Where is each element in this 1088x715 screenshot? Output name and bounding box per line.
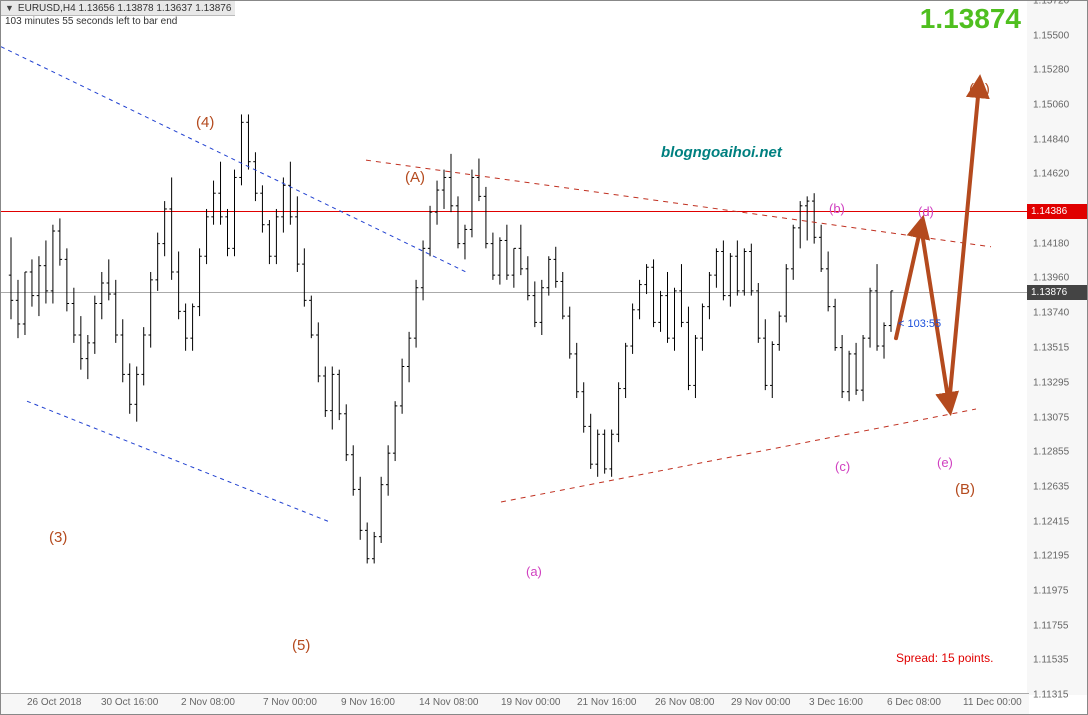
plot-area[interactable]: blogngoaihoi.net < 103:55 Spread: 15 poi… <box>1 1 1029 695</box>
y-tick-label: 1.11315 <box>1033 690 1068 701</box>
x-tick-label: 2 Nov 08:00 <box>181 697 235 708</box>
bar-countdown-text: 103 minutes 55 seconds left to bar end <box>5 16 177 27</box>
y-tick-label: 1.13740 <box>1033 307 1069 318</box>
wave-label: (e) <box>937 455 953 470</box>
chart-root: ▼ EURUSD,H4 1.13656 1.13878 1.13637 1.13… <box>0 0 1088 715</box>
y-axis: 1.15720 1.15500 1.15280 1.15060 1.14840 1.146… <box>1027 1 1087 695</box>
y-tick-label: 1.15060 <box>1033 99 1069 110</box>
x-tick-label: 29 Nov 00:00 <box>731 697 791 708</box>
wave-label: (B) <box>955 481 975 498</box>
y-tick-label: 1.13960 <box>1033 273 1069 284</box>
wave-label: (C) <box>969 81 990 98</box>
wave-label: (a) <box>526 564 542 579</box>
y-tick-label: 1.12855 <box>1033 447 1069 458</box>
wave-label: (c) <box>835 459 850 474</box>
y-tick-label: 1.13295 <box>1033 378 1069 389</box>
x-tick-label: 6 Dec 08:00 <box>887 697 941 708</box>
x-tick-label: 30 Oct 16:00 <box>101 697 158 708</box>
price-tag: 1.13876 <box>1027 285 1087 300</box>
x-tick-label: 7 Nov 00:00 <box>263 697 317 708</box>
y-tick-label: 1.13075 <box>1033 412 1069 423</box>
big-current-price: 1.13874 <box>920 3 1021 35</box>
symbol-ohlc-text: EURUSD,H4 1.13656 1.13878 1.13637 1.1387… <box>18 3 232 14</box>
x-tick-label: 14 Nov 08:00 <box>419 697 479 708</box>
y-tick-label: 1.13515 <box>1033 343 1069 354</box>
x-tick-label: 21 Nov 16:00 <box>577 697 637 708</box>
symbol-header: ▼ EURUSD,H4 1.13656 1.13878 1.13637 1.13… <box>1 1 235 16</box>
x-tick-label: 19 Nov 00:00 <box>501 697 561 708</box>
y-tick-label: 1.15500 <box>1033 30 1069 41</box>
wave-label: (b) <box>829 201 845 216</box>
x-tick-label: 9 Nov 16:00 <box>341 697 395 708</box>
y-tick-label: 1.12635 <box>1033 482 1069 493</box>
inline-countdown: < 103:55 <box>898 318 941 330</box>
ohlc-bars-layer <box>1 1 1029 695</box>
x-tick-label: 3 Dec 16:00 <box>809 697 863 708</box>
wave-label: (4) <box>196 114 214 131</box>
y-tick-label: 1.12195 <box>1033 551 1069 562</box>
x-tick-label: 11 Dec 00:00 <box>963 697 1022 708</box>
y-tick-label: 1.14180 <box>1033 238 1069 249</box>
y-tick-label: 1.11535 <box>1033 655 1068 666</box>
x-tick-label: 26 Nov 08:00 <box>655 697 715 708</box>
y-tick-label: 1.11975 <box>1033 586 1068 597</box>
x-tick-label: 26 Oct 2018 <box>27 697 81 708</box>
x-axis: 26 Oct 2018 30 Oct 16:00 2 Nov 08:00 7 Nov … <box>1 693 1029 714</box>
y-tick-label: 1.14840 <box>1033 134 1069 145</box>
wave-label: (A) <box>405 169 425 186</box>
y-tick-label: 1.15280 <box>1033 65 1069 76</box>
wave-label: (3) <box>49 529 67 546</box>
y-tick-label: 1.15720 <box>1033 0 1069 7</box>
wave-label: (d) <box>918 204 934 219</box>
y-tick-label: 1.14620 <box>1033 169 1069 180</box>
spread-text: Spread: 15 points. <box>896 651 993 665</box>
dropdown-arrow-icon[interactable]: ▼ <box>5 3 14 13</box>
y-tick-label: 1.12415 <box>1033 516 1069 527</box>
watermark-text: blogngoaihoi.net <box>661 144 782 161</box>
price-tag: 1.14386 <box>1027 204 1087 219</box>
y-tick-label: 1.11755 <box>1033 620 1068 631</box>
wave-label: (5) <box>292 637 310 654</box>
